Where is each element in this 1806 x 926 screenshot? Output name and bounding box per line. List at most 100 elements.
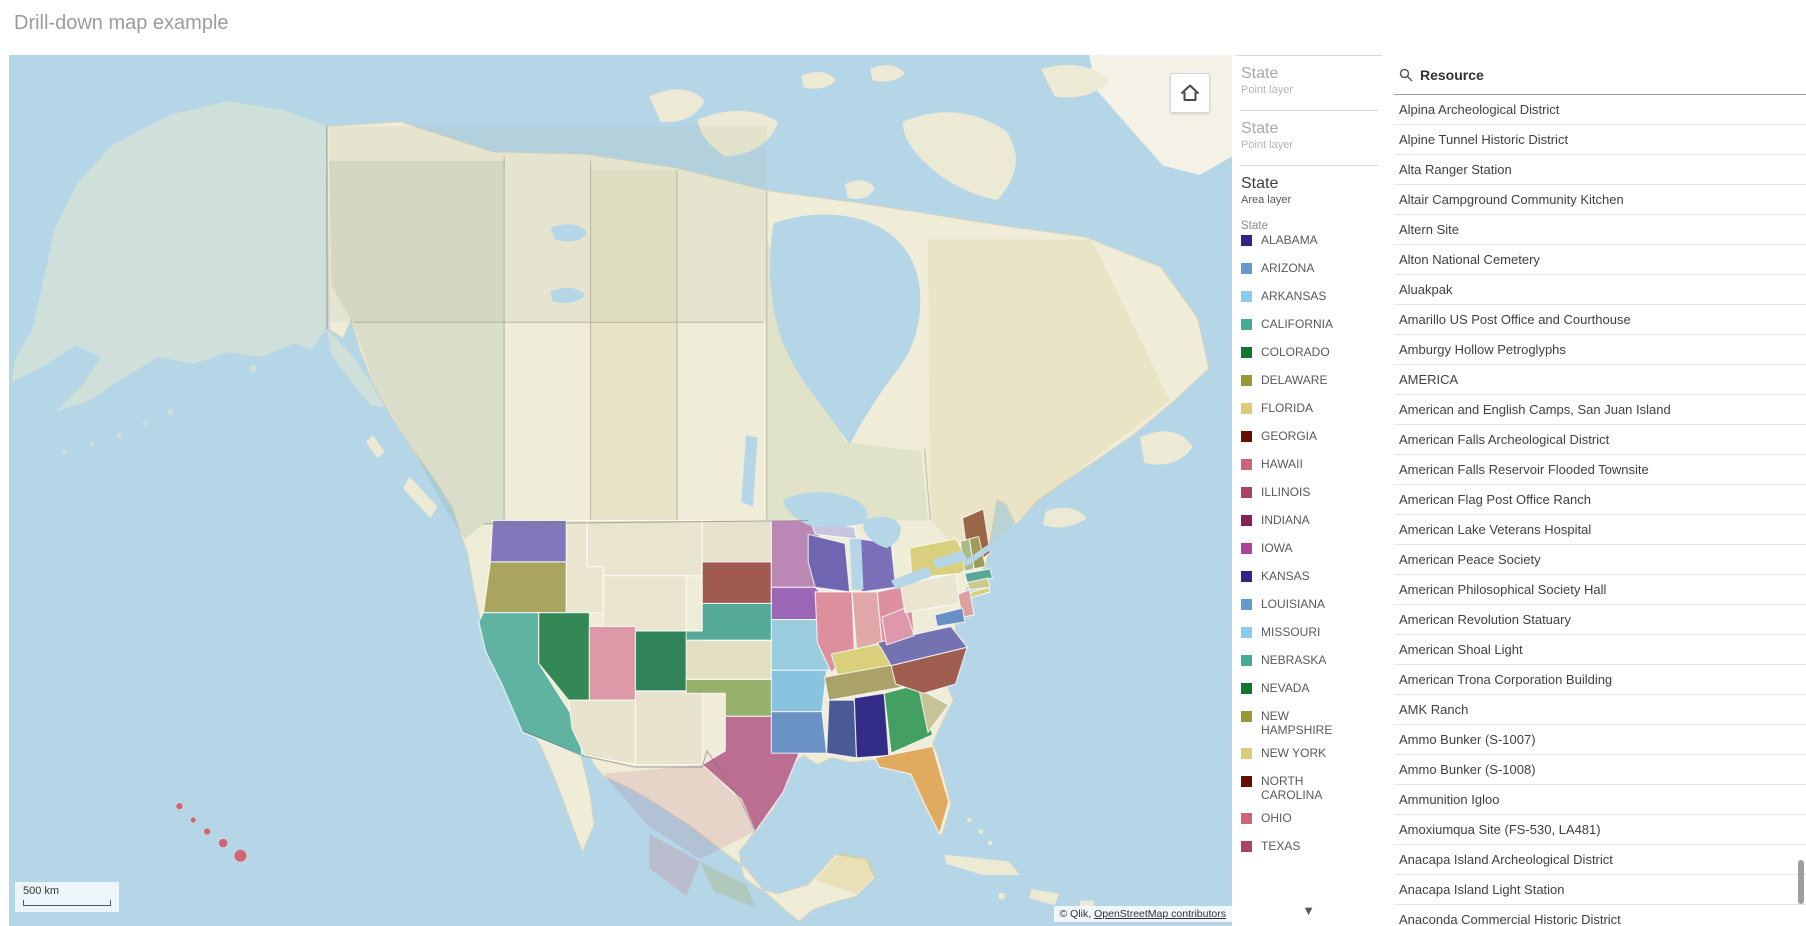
list-item[interactable]: Alta Ranger Station xyxy=(1394,155,1806,185)
resource-header: Resource xyxy=(1394,55,1806,95)
legend-color-swatch xyxy=(1241,748,1252,759)
legend-item[interactable]: OHIO xyxy=(1241,811,1378,830)
map-state-louisiana[interactable] xyxy=(770,711,828,754)
legend-item[interactable]: NEBRASKA xyxy=(1241,653,1378,672)
map-arctic-islands xyxy=(649,65,1016,201)
map-container[interactable]: 500 km © Qlik, OpenStreetMap contributor… xyxy=(9,55,1232,926)
resource-scrollbar[interactable] xyxy=(1798,860,1804,904)
legend-item-label: LOUISIANA xyxy=(1261,597,1326,611)
layer-entry-point-1[interactable]: State Point layer xyxy=(1241,56,1378,111)
list-item[interactable]: Altern Site xyxy=(1394,215,1806,245)
legend-item[interactable]: ARKANSAS xyxy=(1241,289,1378,308)
north-america-map[interactable] xyxy=(9,55,1232,926)
map-state-mississippi[interactable] xyxy=(826,699,858,759)
map-state-south-dakota[interactable] xyxy=(701,561,772,604)
legend-color-swatch xyxy=(1241,543,1252,554)
list-item[interactable]: AMERICA xyxy=(1394,365,1806,395)
map-state-wyoming[interactable] xyxy=(602,575,687,632)
legend-color-swatch xyxy=(1241,487,1252,498)
map-state-north-dakota[interactable] xyxy=(701,519,772,563)
legend-item[interactable]: CALIFORNIA xyxy=(1241,317,1378,336)
map-state-arizona[interactable] xyxy=(568,699,637,766)
map-state-maryland[interactable] xyxy=(934,607,966,628)
list-item[interactable]: American Shoal Light xyxy=(1394,635,1806,665)
map-hawaii[interactable] xyxy=(175,802,248,863)
legend-item[interactable]: LOUISIANA xyxy=(1241,597,1378,616)
list-item[interactable]: Ammo Bunker (S-1007) xyxy=(1394,725,1806,755)
list-item[interactable]: American Philosophical Society Hall xyxy=(1394,575,1806,605)
legend-item[interactable]: GEORGIA xyxy=(1241,429,1378,448)
legend-item[interactable]: IOWA xyxy=(1241,541,1378,560)
map-state-arkansas[interactable] xyxy=(770,669,828,713)
map-state-virginia[interactable] xyxy=(876,625,968,667)
legend-item-label: NORTH CAROLINA xyxy=(1261,774,1323,802)
map-state-utah[interactable] xyxy=(588,625,637,701)
map-state-new-mexico[interactable] xyxy=(634,690,703,766)
map-state-connecticut[interactable] xyxy=(966,577,991,591)
legend-item[interactable]: FLORIDA xyxy=(1241,401,1378,420)
list-item[interactable]: Amarillo US Post Office and Courthouse xyxy=(1394,305,1806,335)
map-alaska[interactable] xyxy=(11,101,327,413)
map-state-florida[interactable] xyxy=(874,745,950,835)
legend-item[interactable]: HAWAII xyxy=(1241,457,1378,476)
list-item[interactable]: Anacapa Island Light Station xyxy=(1394,875,1806,905)
map-state-west-virginia[interactable] xyxy=(881,607,915,646)
legend-item[interactable]: NEW YORK xyxy=(1241,746,1378,765)
map-state-indiana[interactable] xyxy=(851,591,883,651)
legend-item[interactable]: ALABAMA xyxy=(1241,233,1378,252)
legend-scroll-down-button[interactable]: ▼ xyxy=(1302,903,1315,918)
list-item[interactable]: American Lake Veterans Hospital xyxy=(1394,515,1806,545)
map-alaska-panhandle xyxy=(326,329,385,408)
list-item[interactable]: American and English Camps, San Juan Isl… xyxy=(1394,395,1806,425)
home-button[interactable] xyxy=(1170,73,1210,113)
legend-item-label: FLORIDA xyxy=(1261,401,1314,415)
list-item[interactable]: American Revolution Statuary xyxy=(1394,605,1806,635)
layer-entry-area[interactable]: State Area layer State xyxy=(1241,166,1378,232)
list-item[interactable]: American Peace Society xyxy=(1394,545,1806,575)
search-icon[interactable] xyxy=(1399,68,1413,82)
map-state-washington[interactable] xyxy=(489,519,567,563)
legend-dimension-label: State xyxy=(1241,220,1268,232)
legend-item-label: NEW HAMPSHIRE xyxy=(1261,709,1333,737)
list-item[interactable]: Ammunition Igloo xyxy=(1394,785,1806,815)
attribution-link[interactable]: OpenStreetMap contributors xyxy=(1094,908,1226,920)
list-item[interactable]: Aluakpak xyxy=(1394,275,1806,305)
map-coastal-islands xyxy=(365,431,1193,907)
list-item[interactable]: Ammo Bunker (S-1008) xyxy=(1394,755,1806,785)
map-state-wisconsin[interactable] xyxy=(807,533,851,593)
legend-item[interactable]: KANSAS xyxy=(1241,569,1378,588)
list-item[interactable]: Alpina Archeological District xyxy=(1394,95,1806,125)
legend-item[interactable]: DELAWARE xyxy=(1241,373,1378,392)
legend-item[interactable]: ILLINOIS xyxy=(1241,485,1378,504)
legend-item[interactable]: NEW HAMPSHIRE xyxy=(1241,709,1378,737)
map-state-montana[interactable] xyxy=(586,519,703,577)
list-item[interactable]: Alton National Cemetery xyxy=(1394,245,1806,275)
list-item[interactable]: Alpine Tunnel Historic District xyxy=(1394,125,1806,155)
list-item[interactable]: Anaconda Commercial Historic District xyxy=(1394,905,1806,926)
resource-panel: Resource Alpina Archeological District Al… xyxy=(1394,55,1806,926)
legend-item[interactable]: TEXAS xyxy=(1241,839,1378,858)
map-state-oregon[interactable] xyxy=(482,561,567,614)
list-item[interactable]: Amburgy Hollow Petroglyphs xyxy=(1394,335,1806,365)
list-item[interactable]: American Falls Archeological District xyxy=(1394,425,1806,455)
list-item[interactable]: American Trona Corporation Building xyxy=(1394,665,1806,695)
list-item[interactable]: AMK Ranch xyxy=(1394,695,1806,725)
legend-item[interactable]: NORTH CAROLINA xyxy=(1241,774,1378,802)
list-item[interactable]: Amoxiumqua Site (FS-530, LA481) xyxy=(1394,815,1806,845)
legend-item[interactable]: COLORADO xyxy=(1241,345,1378,364)
attribution-text: © Qlik, xyxy=(1059,908,1095,920)
list-item[interactable]: Altair Campground Community Kitchen xyxy=(1394,185,1806,215)
layer-entry-point-2[interactable]: State Point layer xyxy=(1241,111,1378,166)
list-item[interactable]: Anacapa Island Archeological District xyxy=(1394,845,1806,875)
list-item[interactable]: American Flag Post Office Ranch xyxy=(1394,485,1806,515)
legend-item[interactable]: NEVADA xyxy=(1241,681,1378,700)
legend-color-swatch xyxy=(1241,599,1252,610)
map-state-south-carolina[interactable] xyxy=(918,688,950,734)
list-item[interactable]: American Falls Reservoir Flooded Townsit… xyxy=(1394,455,1806,485)
map-state-michigan[interactable] xyxy=(858,538,897,593)
map-state-kansas[interactable] xyxy=(685,639,777,681)
legend-item[interactable]: ARIZONA xyxy=(1241,261,1378,280)
legend-item[interactable]: INDIANA xyxy=(1241,513,1378,532)
legend-item[interactable]: MISSOURI xyxy=(1241,625,1378,644)
map-state-alabama[interactable] xyxy=(853,692,890,759)
